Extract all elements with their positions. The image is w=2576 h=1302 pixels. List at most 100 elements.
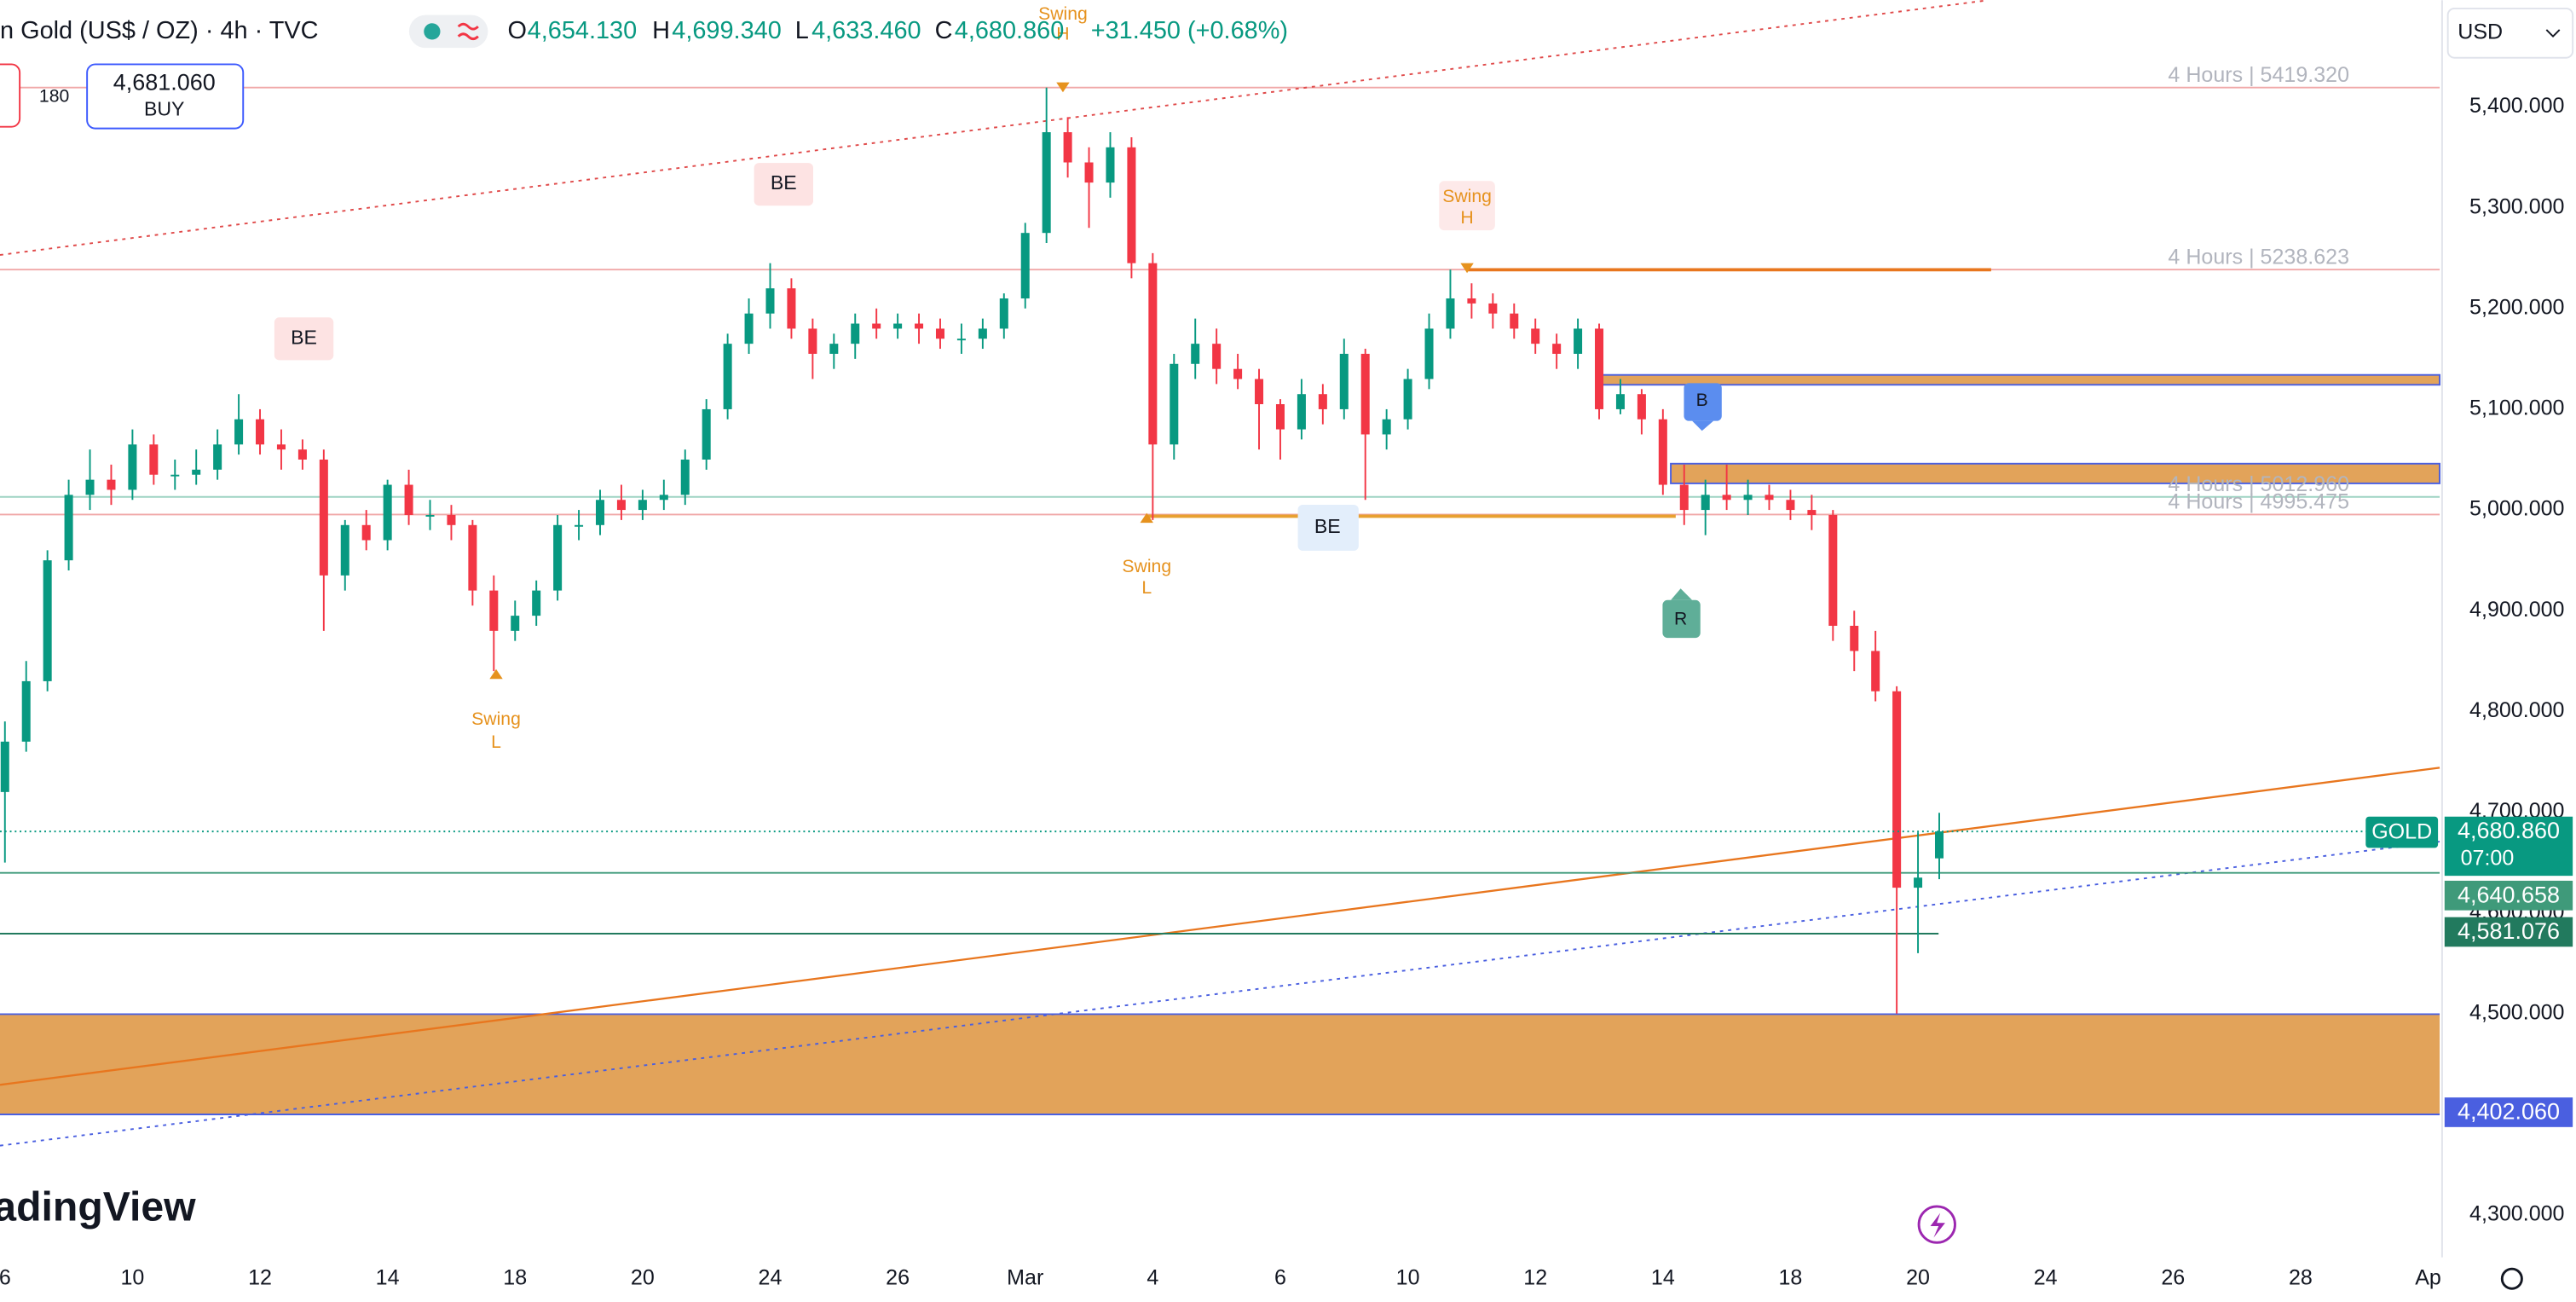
x-tick-label: 24 <box>2034 1265 2058 1289</box>
badge-pointer <box>1692 420 1714 431</box>
ohlc-value: 4,680.860 <box>955 17 1065 44</box>
buy-button[interactable] <box>86 63 245 130</box>
swing-marker <box>1056 82 1070 93</box>
level-label: 4 Hours | 5238.623 <box>2168 245 2349 269</box>
swing-marker <box>1140 512 1153 524</box>
buy-label[interactable]: BUY <box>144 98 185 120</box>
buy-price[interactable]: 4,681.060 <box>113 70 216 95</box>
candle-body <box>1510 313 1519 329</box>
candle-body <box>1170 363 1179 445</box>
candle-body <box>1934 831 1944 859</box>
candle-body <box>1020 233 1030 298</box>
x-tick-label: 12 <box>248 1265 272 1289</box>
candle-body <box>107 479 116 490</box>
swing-label: Swing <box>1122 557 1171 576</box>
ohlc-value: 4,699.340 <box>672 17 782 44</box>
price-tag <box>2444 880 2573 911</box>
candle-body <box>170 474 180 477</box>
level-label: 4 Hours | 5012.960 <box>2168 472 2349 496</box>
symbol: n Gold (US$ / OZ) · 4h · TVC <box>0 17 319 44</box>
currency[interactable]: USD <box>2458 20 2503 43</box>
candle-body <box>1488 303 1498 314</box>
candle-body <box>192 469 201 475</box>
candle-body <box>64 495 73 561</box>
price-tag-text: 4,680.860 <box>2458 818 2560 843</box>
candle-body <box>1275 404 1285 430</box>
x-tick-label: 10 <box>120 1265 144 1289</box>
ohlc: O 4,654.130 H 4,699.340 L 4,633.460 C 4,… <box>508 17 1288 44</box>
badges: BE BE BE B R <box>274 163 1722 639</box>
candle-body <box>1339 353 1349 409</box>
y-tick-label: 4,500.000 <box>2469 1000 2564 1024</box>
candle-body <box>595 500 605 525</box>
candle-body <box>872 323 881 329</box>
currency-button[interactable] <box>2446 7 2574 59</box>
sell-button[interactable] <box>0 63 21 128</box>
candle-body <box>1850 625 1859 651</box>
candle-body <box>1233 368 1243 379</box>
settings-icon[interactable] <box>2500 1267 2523 1290</box>
x-tick-label: Ap <box>2415 1265 2441 1289</box>
order-qty[interactable]: 180 <box>39 87 69 107</box>
candle-body <box>851 323 860 344</box>
badge-text: B <box>1696 391 1708 410</box>
candle-body <box>128 444 137 490</box>
y-tick-label: 5,100.000 <box>2469 396 2564 420</box>
zones <box>0 373 2440 1115</box>
candle-body <box>1127 147 1136 263</box>
x-tick-label: 18 <box>503 1265 527 1289</box>
ohlc-key: L <box>795 17 809 44</box>
candle-body <box>1403 379 1412 420</box>
status-icon <box>457 22 479 41</box>
candle-body <box>1701 495 1710 511</box>
candle-body <box>213 444 222 470</box>
candle-body <box>1807 510 1816 515</box>
trendline <box>0 0 1989 256</box>
candle-body <box>468 524 477 591</box>
candle-body <box>1255 379 1264 405</box>
candle-body <box>1360 353 1370 435</box>
x-tick-label: 26 <box>886 1265 910 1289</box>
currency-caret <box>2545 29 2561 38</box>
level-label: 4 Hours | 4995.475 <box>2168 490 2349 514</box>
candle-body <box>1424 328 1434 379</box>
candle-body <box>1574 328 1583 354</box>
status-dot <box>424 23 441 40</box>
price-tag-text: 4,581.076 <box>2458 918 2560 944</box>
swing-label: Swing <box>1038 4 1088 24</box>
candle-body <box>1382 419 1391 435</box>
candle-body <box>0 741 9 792</box>
swing-label: Swing <box>1442 187 1492 206</box>
y-tick-label: 4,800.000 <box>2469 698 2564 722</box>
price-tag <box>2444 816 2573 877</box>
swing-label: L <box>1141 578 1152 598</box>
candle-body <box>1446 298 1455 329</box>
badge <box>1297 504 1359 551</box>
swing-marker <box>1460 263 1474 274</box>
badge <box>1662 599 1701 639</box>
y-tick-label: 5,300.000 <box>2469 194 2564 218</box>
badge-text: BE <box>771 171 797 194</box>
candle-body <box>383 484 392 541</box>
symbol-tag <box>2365 816 2439 848</box>
ohlc-value: 4,633.460 <box>811 17 921 44</box>
swing-marker <box>489 668 503 680</box>
candle-body <box>297 449 307 460</box>
x-tick-label: 6 <box>1274 1265 1286 1289</box>
candle-body <box>978 328 987 339</box>
candle-body <box>276 444 286 450</box>
candle-body <box>1148 263 1158 445</box>
badge-text: R <box>1674 609 1687 628</box>
candle-body <box>1297 394 1306 430</box>
logo: adingView <box>0 1184 196 1230</box>
candle-body <box>616 500 626 511</box>
swing-badge <box>1439 181 1495 231</box>
candle-body <box>319 460 328 576</box>
candle-body <box>511 616 520 631</box>
candle-body <box>43 560 52 681</box>
status-pill <box>408 14 488 49</box>
candle-body <box>553 524 563 591</box>
candle-body <box>1042 132 1051 234</box>
badge <box>754 163 814 206</box>
